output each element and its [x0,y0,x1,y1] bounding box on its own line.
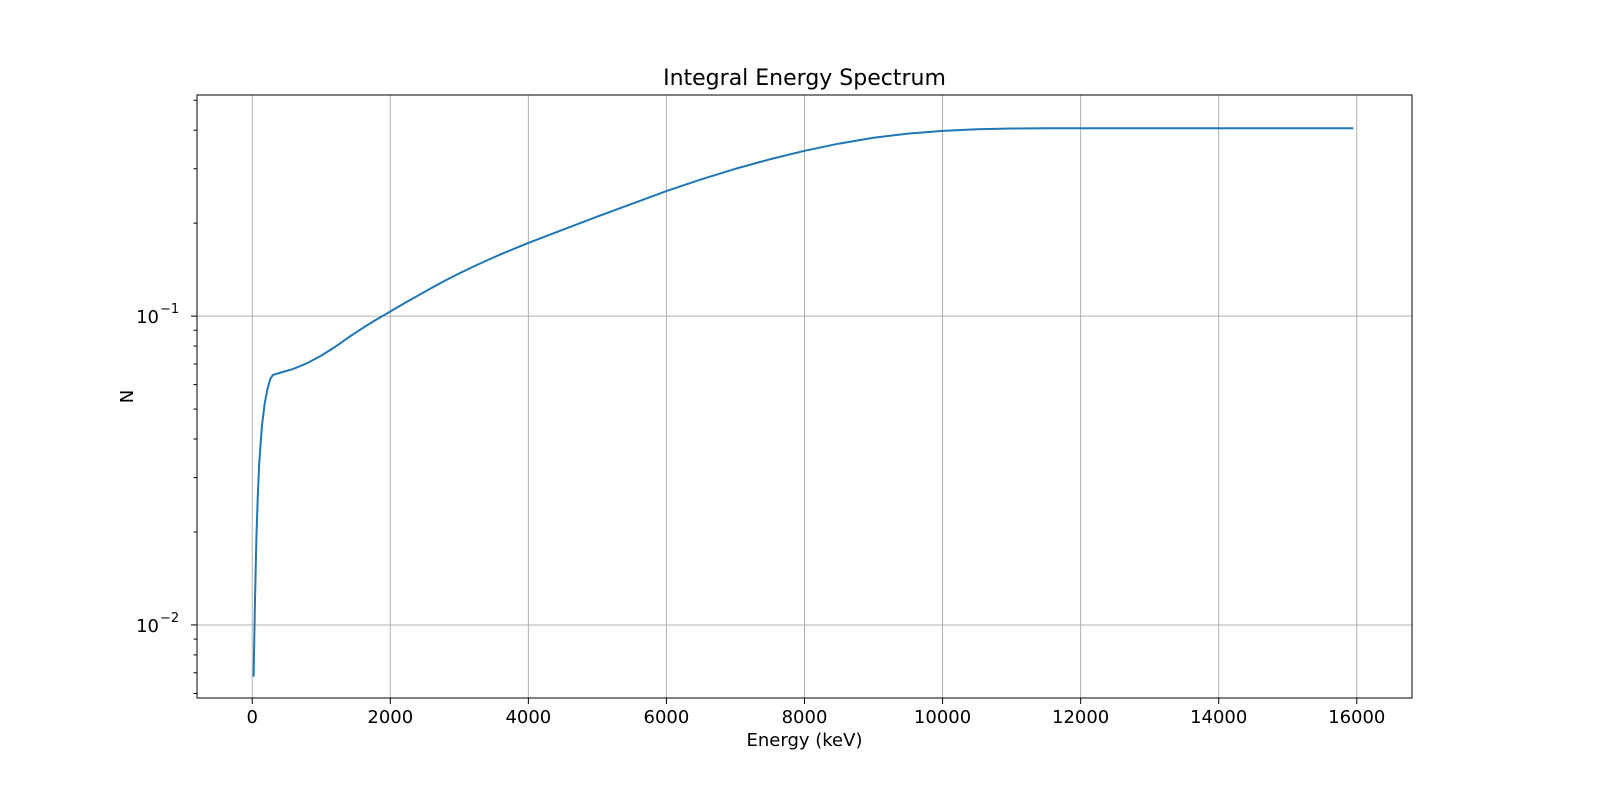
chart-title: Integral Energy Spectrum [663,66,946,91]
x-tick-label: 6000 [644,707,690,728]
series-layer [252,127,1354,677]
tick-layer: 0 2000 4000 6000 8000 10000 12000 14000 1600010−… [136,99,1385,728]
x-tick-label: 16000 [1328,707,1385,728]
x-tick-label: 2000 [367,707,413,728]
x-tick-label: 14000 [1190,707,1247,728]
y-tick-label-exponent: −2 [160,611,179,626]
y-axis-label: N [117,390,138,403]
x-tick-label: 8000 [782,707,828,728]
y-tick-label-exponent: −1 [160,302,179,317]
series-line [252,127,1354,677]
x-tick-label: 4000 [505,707,551,728]
x-axis-label: Energy (keV) [747,730,863,751]
x-tick-label: 0 [247,707,258,728]
x-tick-label: 10000 [914,707,971,728]
grid-layer [197,95,1412,698]
y-tick-label: 10 [136,307,159,328]
x-tick-label: 12000 [1052,707,1109,728]
y-tick-label: 10 [136,616,159,637]
